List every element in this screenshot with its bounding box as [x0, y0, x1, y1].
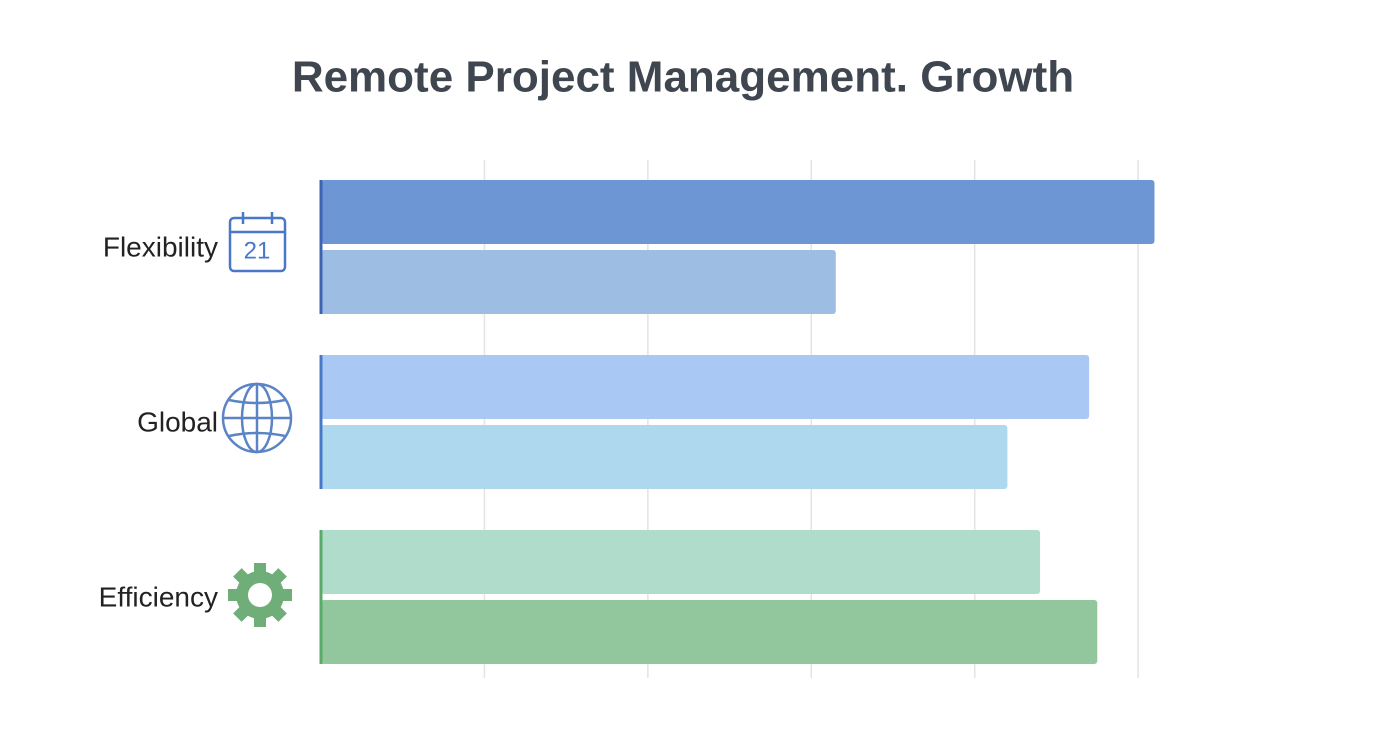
globe-icon	[221, 382, 293, 454]
bar	[321, 180, 1155, 244]
calendar-icon	[228, 212, 287, 273]
bar	[321, 425, 1008, 489]
category-label: Global	[137, 406, 218, 437]
chart-title: Remote Project Management. Growth	[292, 53, 1074, 102]
gear-icon	[228, 563, 292, 627]
category-label: Flexibility	[103, 231, 218, 262]
calendar-icon-text: 21	[244, 237, 271, 264]
bar	[321, 250, 836, 314]
bar	[321, 355, 1090, 419]
category-label: Efficiency	[99, 581, 218, 612]
bar	[321, 530, 1041, 594]
bar	[321, 600, 1098, 664]
